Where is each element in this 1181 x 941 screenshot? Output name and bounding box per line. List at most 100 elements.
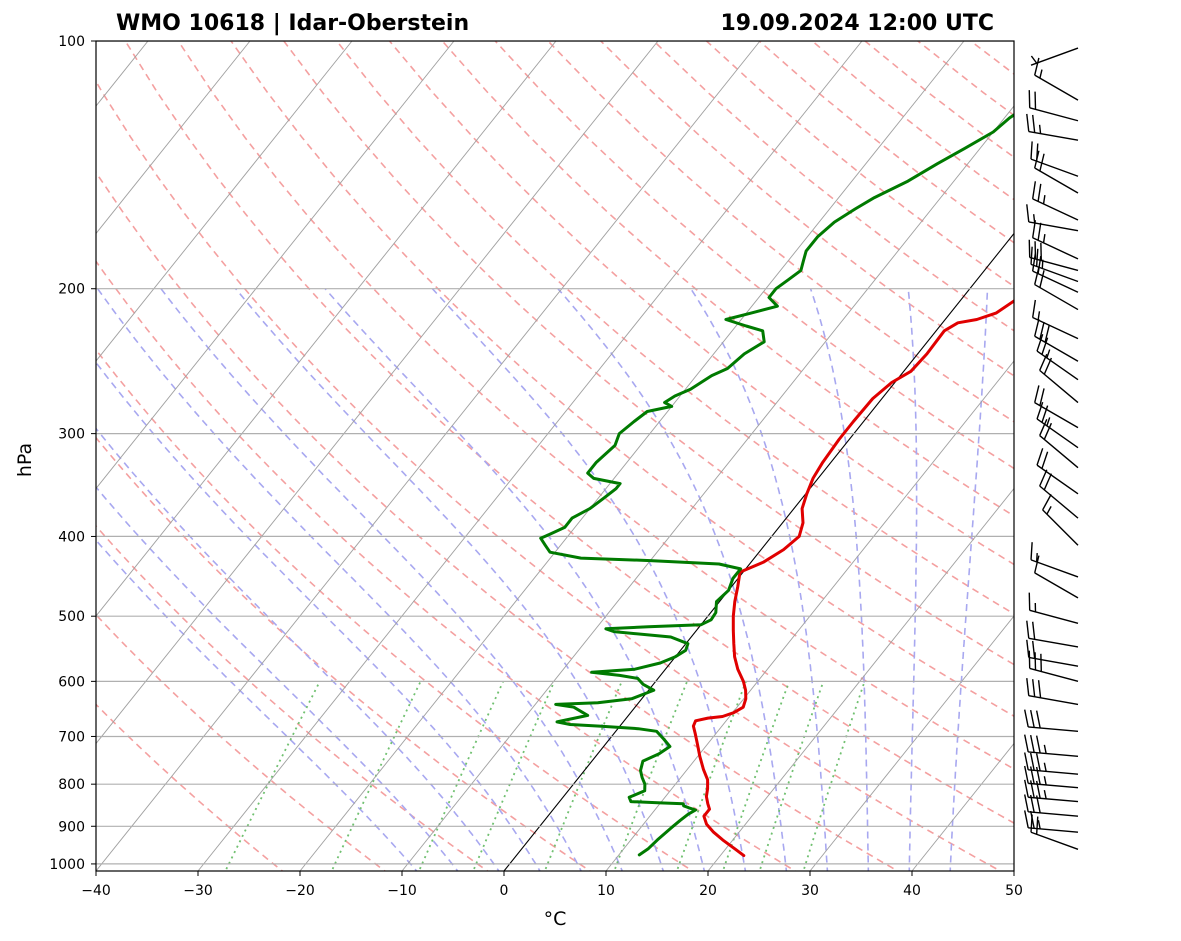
wind-barb xyxy=(1024,709,1079,733)
wind-barb xyxy=(1034,385,1079,429)
chart-title-time: 19.09.2024 12:00 UTC xyxy=(720,11,994,36)
wind-barb-half-flag xyxy=(1035,553,1038,562)
wind-barb-flag xyxy=(1039,469,1048,487)
wind-barb xyxy=(1039,469,1079,519)
wind-barb-staff xyxy=(1034,572,1079,599)
wind-barb xyxy=(1028,592,1079,624)
wind-barb-flag xyxy=(1035,753,1041,772)
moist-adiabat-line xyxy=(809,288,870,871)
dry-adiabat-line xyxy=(547,41,1014,423)
wind-barb-flag xyxy=(1024,810,1029,828)
wind-barb-flag xyxy=(1039,270,1045,288)
x-tick-label: −20 xyxy=(285,883,315,899)
wind-barb-flag xyxy=(1029,709,1035,728)
mixing-ratio-line xyxy=(418,681,505,871)
wind-barb-staff xyxy=(1032,237,1079,260)
wind-barb-staff xyxy=(1028,769,1079,775)
wind-barb xyxy=(1034,555,1079,599)
y-tick-label: 600 xyxy=(58,674,85,690)
wind-barb-staff xyxy=(1042,509,1079,546)
wind-barb-half-flag xyxy=(1046,349,1051,359)
moist-adiabat-line xyxy=(96,288,582,871)
moist-adiabat-line xyxy=(690,288,829,871)
wind-barb-staff xyxy=(1028,827,1079,833)
wind-barb xyxy=(1024,752,1079,775)
wind-barb-staff xyxy=(1028,637,1079,648)
wind-barb-flag xyxy=(1032,640,1036,659)
wind-barb-flag xyxy=(1030,542,1033,560)
wind-barb xyxy=(1026,620,1079,648)
wind-barb-flag xyxy=(1026,204,1030,223)
wind-barb-half-flag xyxy=(1030,55,1038,64)
dry-adiabat-line xyxy=(96,348,695,871)
wind-barb-flag xyxy=(1026,639,1030,658)
wind-barb-staff xyxy=(1036,418,1079,449)
wind-barb-staff xyxy=(1029,609,1079,624)
x-tick-label: 50 xyxy=(1005,883,1023,899)
wind-barb-flag xyxy=(1039,419,1048,436)
wind-barb-flag xyxy=(1024,779,1029,798)
wind-barb-flag xyxy=(1026,620,1030,639)
wind-barb-half-flag xyxy=(1043,789,1047,799)
dry-adiabat-line xyxy=(230,41,1014,718)
y-tick-label: 100 xyxy=(58,34,85,50)
wind-barb-staff xyxy=(1032,198,1079,221)
wind-barb xyxy=(1031,299,1079,340)
wind-barb-flag xyxy=(1034,150,1040,169)
wind-barb-flag xyxy=(1041,405,1049,423)
wind-barb-flag xyxy=(1031,220,1037,238)
mixing-ratio-line xyxy=(472,681,556,871)
y-tick-label: 300 xyxy=(58,427,85,443)
wind-barb-flag xyxy=(1034,555,1040,574)
wind-barb-flag xyxy=(1035,816,1039,835)
moist-adiabat-line xyxy=(96,485,459,871)
dry-adiabat-line xyxy=(124,41,1014,824)
wind-barb-flag xyxy=(1030,141,1033,160)
wind-barb-half-flag xyxy=(1042,195,1046,205)
isotherm-line xyxy=(299,41,965,871)
x-axis-label: °C xyxy=(544,908,567,930)
wind-barb-staff xyxy=(1028,695,1079,706)
wind-barb-flag xyxy=(1026,678,1030,696)
moist-adiabat-line xyxy=(96,538,418,871)
wind-barb-staff xyxy=(1030,158,1079,177)
wind-barb-flag xyxy=(1026,113,1030,132)
wind-barb-flag xyxy=(1035,766,1041,785)
wind-barb-staff xyxy=(1034,402,1079,429)
wind-barb-flag xyxy=(1030,246,1033,265)
wind-barb-half-flag xyxy=(1043,744,1047,754)
chart-title-station: WMO 10618 | Idar-Oberstein xyxy=(116,11,469,36)
wind-barb-flag xyxy=(1036,334,1044,352)
y-tick-label: 900 xyxy=(58,819,85,835)
wind-barb-flag xyxy=(1039,388,1045,406)
wind-barb-flag xyxy=(1024,709,1029,728)
profile-series xyxy=(539,113,1014,858)
y-tick-label: 200 xyxy=(58,282,85,298)
wind-barb-staff xyxy=(1028,782,1079,789)
wind-barb-half-flag xyxy=(1039,69,1043,79)
moist-adiabat-line xyxy=(949,288,989,871)
wind-barb-flag xyxy=(1024,752,1029,770)
wind-barb-half-flag xyxy=(1046,506,1052,515)
wind-barb-flag xyxy=(1035,248,1039,267)
x-tick-label: −40 xyxy=(81,883,111,899)
wind-barb-flag xyxy=(1042,494,1052,511)
moist-adiabat-line xyxy=(907,288,918,871)
isotherm-line xyxy=(809,615,1014,871)
wind-barb-staff xyxy=(1028,796,1079,803)
wind-barb xyxy=(1039,419,1079,469)
isotherm-line xyxy=(197,41,863,871)
wind-barb xyxy=(1039,353,1079,404)
wind-barb xyxy=(1026,113,1079,141)
wind-barb xyxy=(1036,448,1079,495)
dry-adiabat-line xyxy=(96,436,592,871)
wind-barb-staff xyxy=(1034,283,1079,311)
plot-background xyxy=(96,41,1014,871)
y-tick-label: 1000 xyxy=(49,857,85,873)
wind-barb-flag xyxy=(1036,448,1044,466)
dry-adiabat-line xyxy=(177,41,1014,770)
y-axis: 100 200 300 400 500 600 700 800 900 1000 xyxy=(49,34,96,873)
dry-adiabat-line xyxy=(96,260,797,871)
dry-adiabat-line xyxy=(336,41,1014,615)
wind-barb-flag xyxy=(1035,735,1041,754)
